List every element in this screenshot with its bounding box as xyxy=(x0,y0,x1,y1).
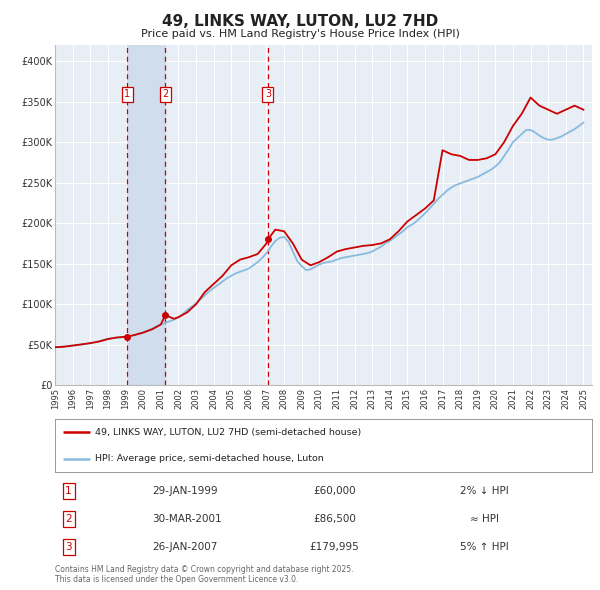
Text: £86,500: £86,500 xyxy=(313,514,356,524)
Bar xyxy=(127,45,165,385)
Text: HPI: Average price, semi-detached house, Luton: HPI: Average price, semi-detached house,… xyxy=(95,454,324,463)
Text: 49, LINKS WAY, LUTON, LU2 7HD: 49, LINKS WAY, LUTON, LU2 7HD xyxy=(162,14,438,30)
Text: 1: 1 xyxy=(124,89,130,99)
Text: £60,000: £60,000 xyxy=(313,486,356,496)
Text: 26-JAN-2007: 26-JAN-2007 xyxy=(152,542,217,552)
Text: 3: 3 xyxy=(65,542,72,552)
Text: 5% ↑ HPI: 5% ↑ HPI xyxy=(460,542,509,552)
Text: Price paid vs. HM Land Registry's House Price Index (HPI): Price paid vs. HM Land Registry's House … xyxy=(140,29,460,38)
Text: ≈ HPI: ≈ HPI xyxy=(470,514,499,524)
Text: 49, LINKS WAY, LUTON, LU2 7HD (semi-detached house): 49, LINKS WAY, LUTON, LU2 7HD (semi-deta… xyxy=(95,428,362,437)
Text: 2: 2 xyxy=(162,89,169,99)
Text: £179,995: £179,995 xyxy=(310,542,359,552)
Text: 30-MAR-2001: 30-MAR-2001 xyxy=(152,514,221,524)
Text: 2% ↓ HPI: 2% ↓ HPI xyxy=(460,486,509,496)
Text: 29-JAN-1999: 29-JAN-1999 xyxy=(152,486,217,496)
Text: 2: 2 xyxy=(65,514,72,524)
Text: Contains HM Land Registry data © Crown copyright and database right 2025.
This d: Contains HM Land Registry data © Crown c… xyxy=(55,565,354,584)
Text: 3: 3 xyxy=(265,89,271,99)
Text: 1: 1 xyxy=(65,486,72,496)
